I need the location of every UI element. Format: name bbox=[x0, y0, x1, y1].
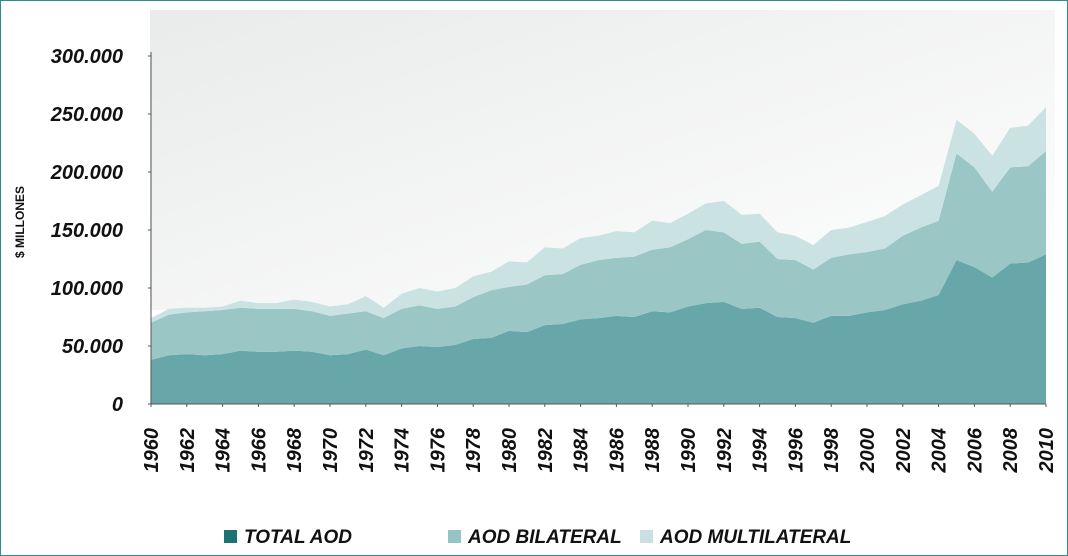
legend-swatch bbox=[640, 530, 653, 543]
legend-swatch bbox=[224, 530, 237, 543]
y-axis-label: $ MILLONES bbox=[13, 186, 27, 258]
x-tick-label: 1978 bbox=[463, 427, 485, 472]
x-tick-label: 1976 bbox=[427, 427, 449, 472]
x-tick-label: 1998 bbox=[821, 427, 843, 472]
y-tick-label: 300.000 bbox=[51, 46, 123, 68]
x-tick-label: 1986 bbox=[606, 427, 628, 472]
x-tick-label: 2008 bbox=[1000, 427, 1022, 473]
x-tick-label: 1988 bbox=[642, 427, 664, 472]
x-tick-label: 1960 bbox=[141, 428, 163, 473]
x-tick-label: 2006 bbox=[964, 427, 986, 473]
x-tick-label: 2000 bbox=[857, 428, 879, 474]
x-tick-label: 1968 bbox=[284, 427, 306, 472]
y-tick-label: 250.000 bbox=[50, 104, 123, 126]
x-tick-label: 1966 bbox=[248, 427, 270, 472]
x-tick-label: 1970 bbox=[320, 428, 342, 473]
x-tick-label: 2004 bbox=[929, 428, 951, 474]
x-tick-label: 1974 bbox=[392, 428, 414, 473]
legend-label: TOTAL AOD bbox=[244, 527, 352, 548]
x-tick-label: 1962 bbox=[177, 428, 199, 473]
x-tick-label: 1972 bbox=[356, 428, 378, 473]
legend-swatch bbox=[448, 530, 461, 543]
x-tick-label: 1964 bbox=[213, 428, 235, 473]
area bbox=[151, 107, 1046, 323]
legend-label: AOD BILATERAL bbox=[467, 527, 622, 548]
x-tick-label: 1996 bbox=[785, 427, 807, 472]
y-tick-label: 200.000 bbox=[50, 162, 123, 184]
area bbox=[151, 151, 1046, 360]
x-tick-label: 1990 bbox=[678, 428, 700, 473]
y-tick-label: 50.000 bbox=[62, 336, 123, 358]
y-tick-label: 100.000 bbox=[51, 278, 123, 300]
legend-label: AOD MULTILATERAL bbox=[659, 527, 851, 548]
y-tick-label: 0 bbox=[112, 394, 123, 416]
x-tick-label: 1982 bbox=[535, 428, 557, 473]
y-tick-label: 150.000 bbox=[51, 220, 123, 242]
x-tick-label: 1992 bbox=[714, 428, 736, 473]
x-tick-label: 1994 bbox=[750, 428, 772, 473]
x-tick-label: 2010 bbox=[1036, 428, 1058, 474]
area bbox=[151, 254, 1046, 404]
x-tick-label: 1984 bbox=[571, 428, 593, 473]
x-tick-label: 2002 bbox=[893, 428, 915, 474]
x-tick-label: 1980 bbox=[499, 428, 521, 473]
